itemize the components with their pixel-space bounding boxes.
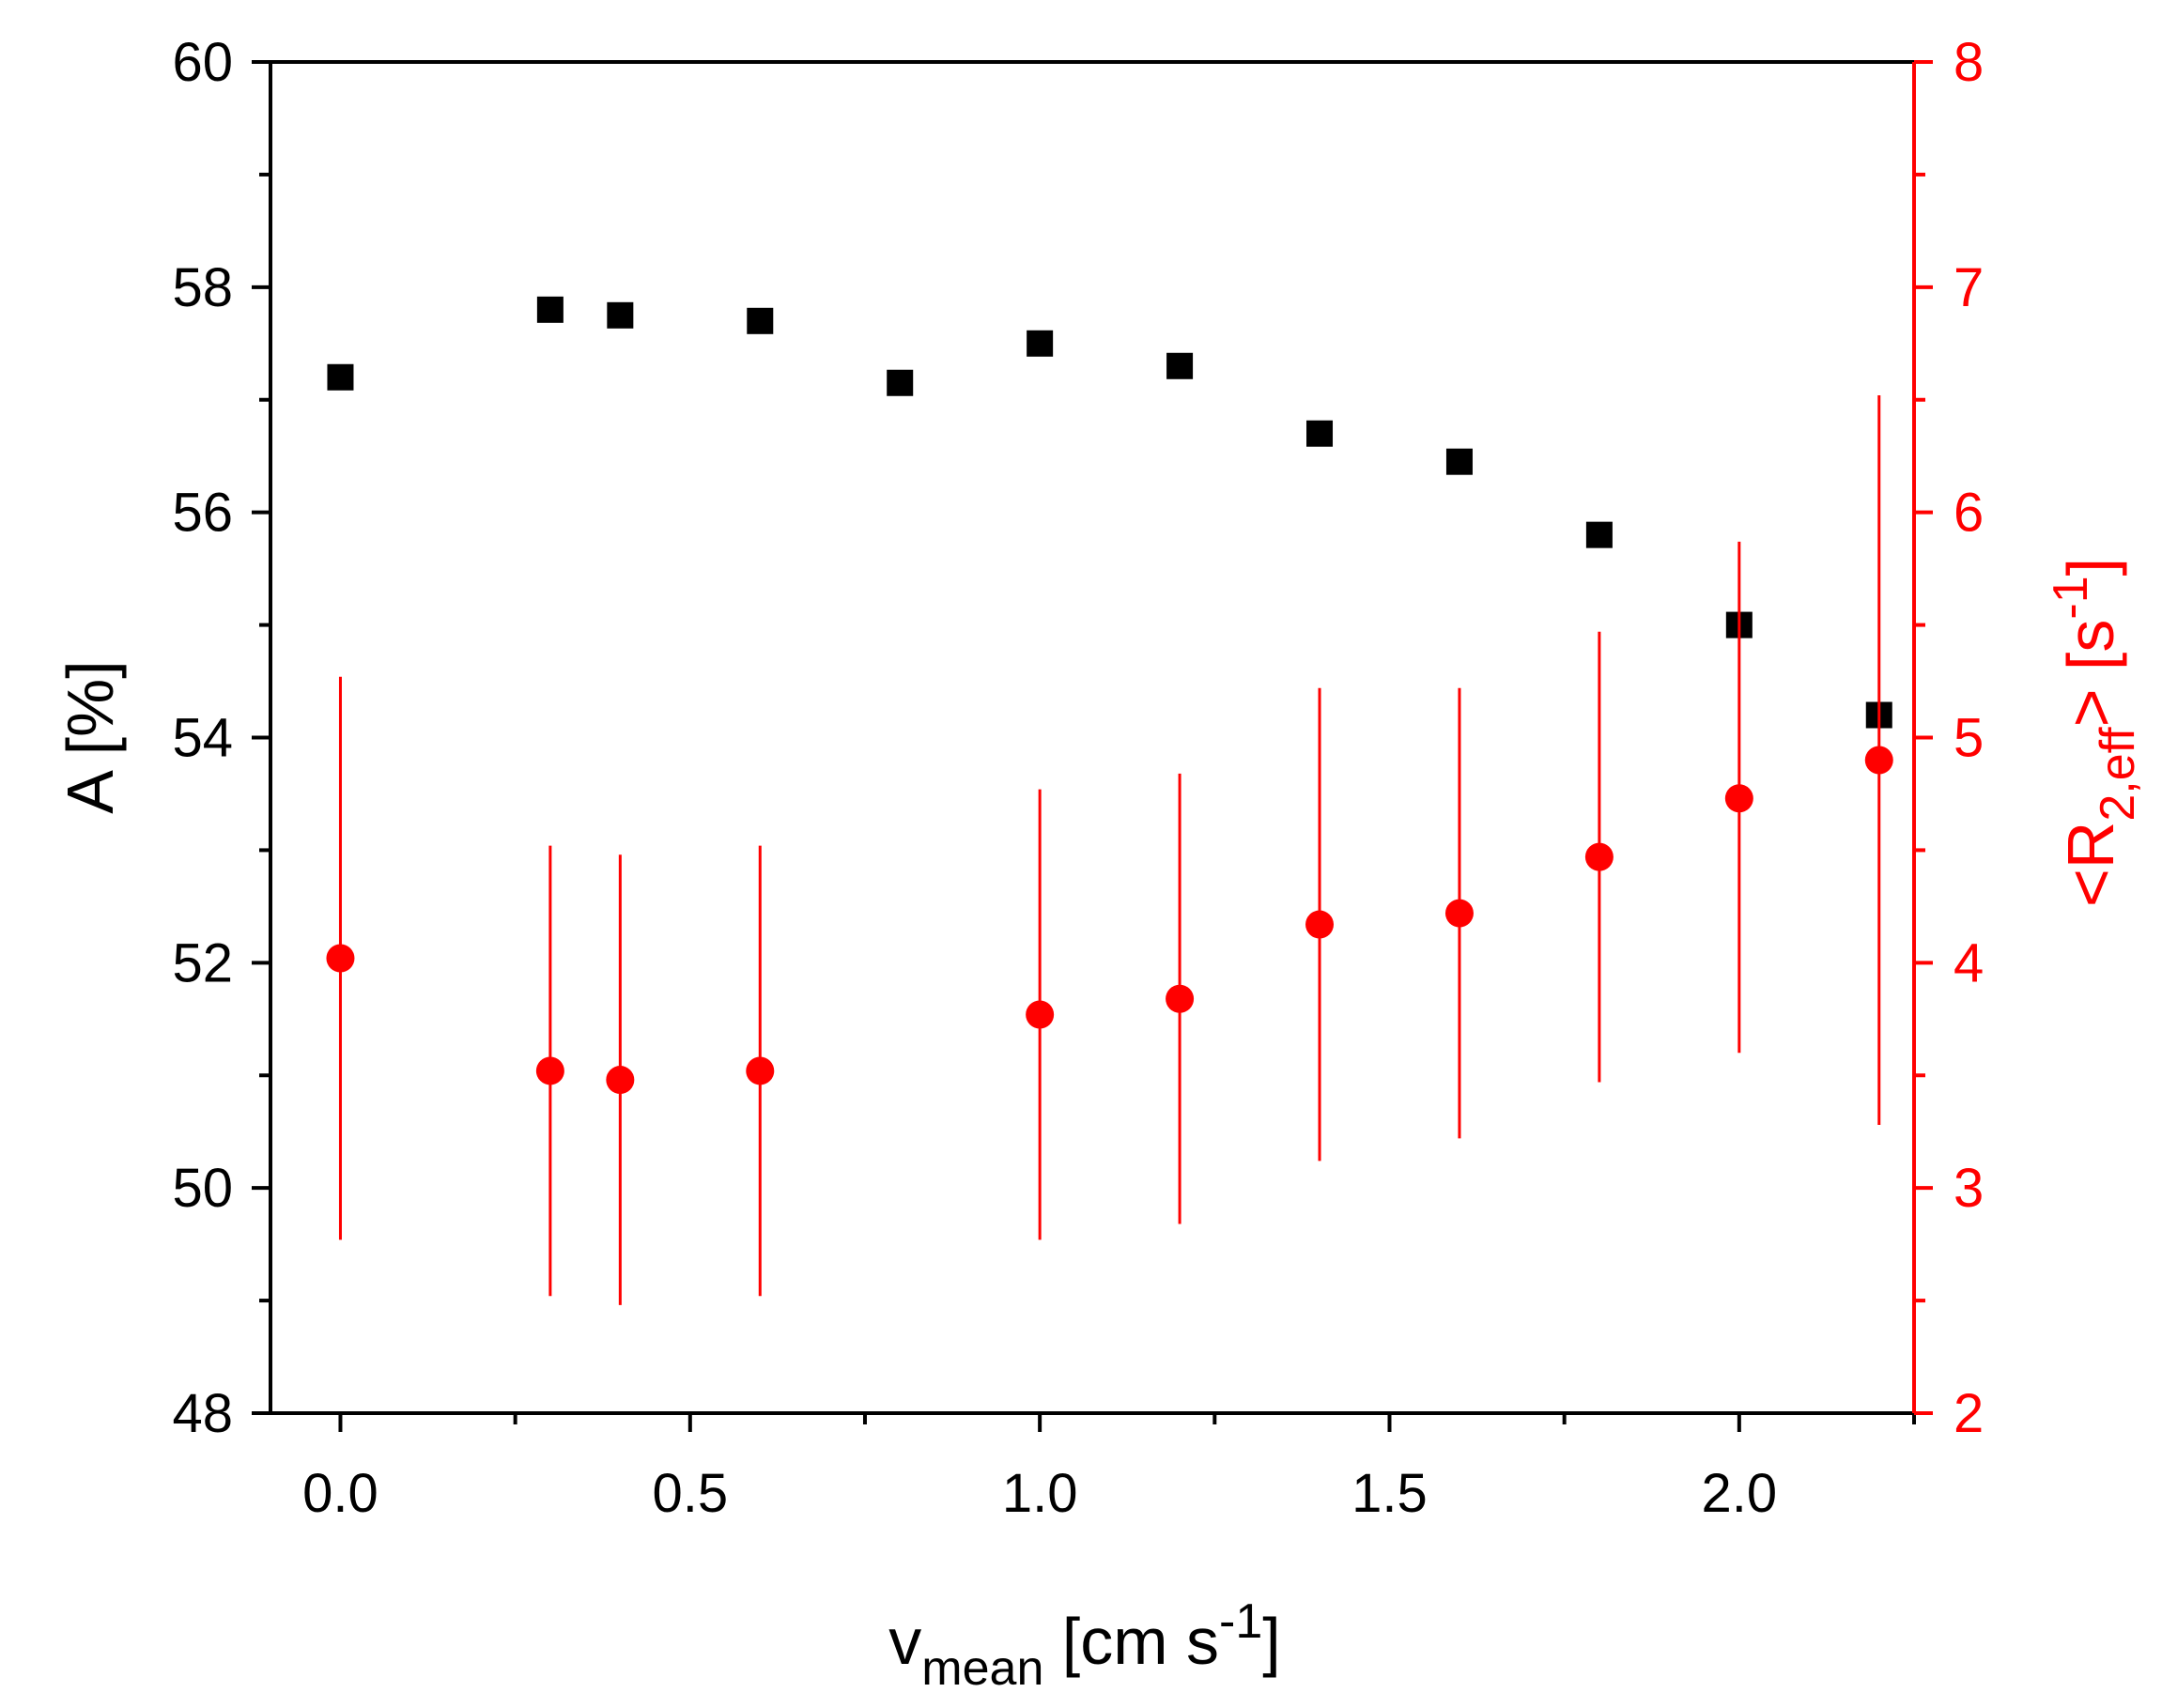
y-right-axis-title-sub: 2,eff: [2091, 727, 2145, 822]
point-r2eff: [1864, 746, 1893, 775]
y-left-tick-label: 58: [172, 257, 233, 318]
point-r2eff: [1166, 984, 1195, 1013]
point-r2eff: [746, 1056, 775, 1085]
y-left-tick-label: 50: [172, 1158, 233, 1219]
point-r2eff: [326, 944, 355, 973]
y-right-axis-title-end: ]: [2054, 558, 2127, 576]
x-ticks: 0.0 0.5 1.0 1.5 2.0: [302, 1413, 1916, 1524]
x-tick-label: 2.0: [1702, 1463, 1778, 1524]
point-a: [1445, 448, 1473, 475]
axes-frame: [269, 60, 1916, 1415]
x-axis-title-sub: mean: [921, 1641, 1043, 1696]
point-a: [1027, 330, 1054, 357]
y-left-tick-label: 56: [172, 483, 233, 544]
point-a: [1306, 420, 1334, 447]
y-right-tick-label: 3: [1954, 1158, 1984, 1219]
y-left-tick-label: 60: [172, 32, 233, 93]
point-r2eff: [1724, 784, 1753, 813]
y-left-tick-label: 52: [172, 932, 233, 993]
point-r2eff: [606, 1066, 635, 1095]
x-axis-title-end: ]: [1262, 1605, 1280, 1678]
y-left-tick-label: 54: [172, 708, 233, 769]
x-axis-title-rest: [cm s: [1043, 1605, 1219, 1678]
x-tick-label: 0.0: [302, 1463, 378, 1524]
y-left-ticks: 48 50 52 54 56 58 60: [172, 32, 270, 1444]
y-left-axis-title: A [%]: [54, 660, 127, 813]
y-right-tick-label: 7: [1954, 257, 1984, 318]
point-a: [327, 363, 354, 391]
point-a: [607, 301, 634, 329]
point-a: [747, 307, 774, 334]
point-r2eff: [1026, 1000, 1055, 1029]
point-r2eff: [1444, 899, 1474, 928]
point-a: [1166, 352, 1194, 379]
y-left-tick-label: 48: [172, 1383, 233, 1444]
x-axis-title-main: v: [888, 1605, 921, 1678]
y-right-axis-title-rest: > [s: [2054, 620, 2127, 728]
point-a: [1585, 521, 1613, 548]
x-tick-label: 1.0: [1002, 1463, 1078, 1524]
x-tick-label: 1.5: [1351, 1463, 1428, 1524]
point-a: [536, 296, 564, 323]
point-r2eff: [535, 1056, 564, 1085]
y-right-ticks: 2 3 4 5 6 7 8: [1914, 32, 1984, 1444]
point-r2eff: [1305, 910, 1335, 939]
x-axis-title-sup: -1: [1219, 1594, 1262, 1649]
y-right-tick-label: 4: [1954, 932, 1984, 993]
x-tick-label: 0.5: [652, 1463, 728, 1524]
y-right-axis-title: <R2,eff> [s-1]: [2044, 558, 2145, 907]
point-a: [887, 369, 914, 396]
y-right-axis-title-sup: -1: [2044, 576, 2098, 619]
y-right-tick-label: 6: [1954, 483, 1984, 544]
point-r2eff: [1584, 842, 1614, 871]
y-right-tick-label: 2: [1954, 1383, 1984, 1444]
y-right-tick-label: 8: [1954, 32, 1984, 93]
x-axis-title: vmean [cm s-1]: [888, 1594, 1280, 1696]
y-right-tick-label: 5: [1954, 708, 1984, 769]
plot-marks: [326, 296, 1893, 1305]
y-right-axis-title-main: <R: [2054, 822, 2127, 907]
